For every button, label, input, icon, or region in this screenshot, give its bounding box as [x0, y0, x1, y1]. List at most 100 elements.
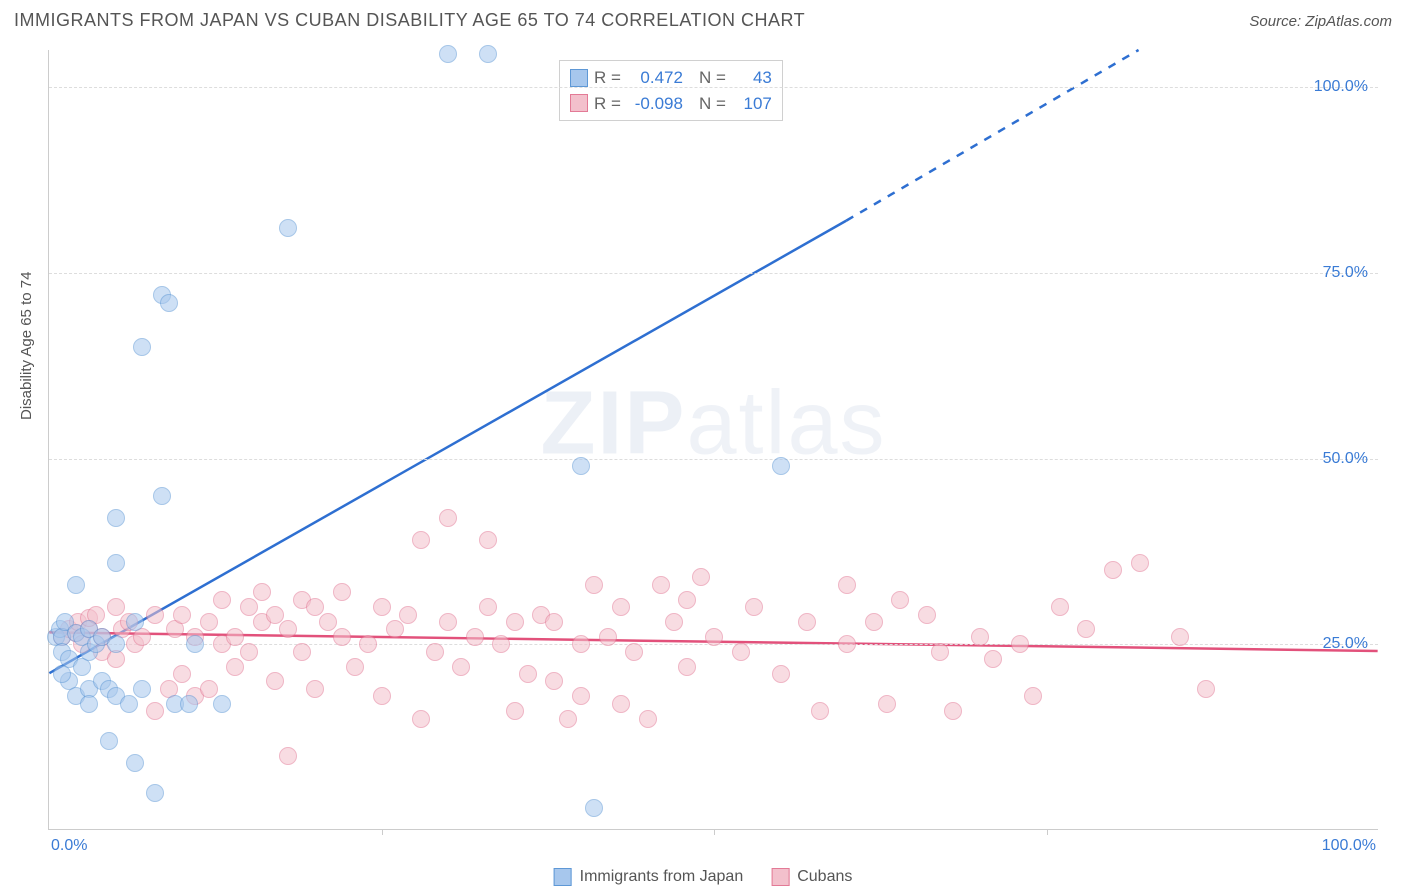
scatter-point	[971, 628, 989, 646]
scatter-point	[984, 650, 1002, 668]
y-tick-label: 50.0%	[1323, 450, 1368, 468]
scatter-point	[100, 732, 118, 750]
scatter-point	[506, 613, 524, 631]
r-label: R =	[594, 91, 621, 117]
scatter-point	[200, 613, 218, 631]
regression-line	[846, 50, 1138, 221]
x-tick-label-left: 0.0%	[51, 837, 87, 855]
scatter-point	[426, 643, 444, 661]
scatter-point	[918, 606, 936, 624]
scatter-point	[572, 635, 590, 653]
scatter-point	[572, 687, 590, 705]
x-tick-label-right: 100.0%	[1322, 837, 1376, 855]
scatter-point	[1197, 680, 1215, 698]
scatter-point	[944, 702, 962, 720]
scatter-point	[798, 613, 816, 631]
scatter-point	[519, 665, 537, 683]
y-axis-label: Disability Age 65 to 74	[18, 272, 35, 420]
stats-legend: R = 0.472 N = 43 R = -0.098 N = 107	[559, 60, 783, 121]
scatter-point	[439, 509, 457, 527]
scatter-point	[279, 747, 297, 765]
n-label: N =	[699, 91, 726, 117]
scatter-point	[612, 695, 630, 713]
scatter-point	[452, 658, 470, 676]
scatter-point	[53, 665, 71, 683]
scatter-point	[333, 583, 351, 601]
scatter-point	[545, 672, 563, 690]
bottom-legend-item: Immigrants from Japan	[554, 868, 744, 886]
y-tick-label: 100.0%	[1314, 78, 1368, 96]
bottom-legend-item: Cubans	[771, 868, 852, 886]
scatter-point	[678, 658, 696, 676]
scatter-point	[838, 576, 856, 594]
scatter-point	[1077, 620, 1095, 638]
scatter-point	[319, 613, 337, 631]
scatter-point	[732, 643, 750, 661]
scatter-point	[811, 702, 829, 720]
scatter-point	[772, 665, 790, 683]
scatter-point	[107, 598, 125, 616]
gridline-h	[49, 459, 1378, 460]
scatter-point	[1051, 598, 1069, 616]
scatter-point	[479, 598, 497, 616]
legend-swatch	[771, 868, 789, 886]
scatter-point	[865, 613, 883, 631]
scatter-point	[585, 799, 603, 817]
scatter-point	[120, 695, 138, 713]
scatter-point	[506, 702, 524, 720]
scatter-point	[412, 531, 430, 549]
scatter-point	[333, 628, 351, 646]
legend-swatch	[554, 868, 572, 886]
scatter-point	[585, 576, 603, 594]
legend-label: Cubans	[797, 868, 852, 886]
scatter-point	[1131, 554, 1149, 572]
scatter-point	[399, 606, 417, 624]
scatter-point	[705, 628, 723, 646]
scatter-point	[306, 680, 324, 698]
scatter-point	[678, 591, 696, 609]
scatter-point	[107, 635, 125, 653]
watermark: ZIPatlas	[540, 372, 886, 475]
scatter-point	[226, 658, 244, 676]
scatter-point	[240, 598, 258, 616]
scatter-point	[559, 710, 577, 728]
scatter-point	[226, 628, 244, 646]
scatter-point	[545, 613, 563, 631]
scatter-point	[173, 665, 191, 683]
scatter-point	[373, 598, 391, 616]
scatter-point	[572, 457, 590, 475]
scatter-point	[200, 680, 218, 698]
scatter-point	[599, 628, 617, 646]
scatter-point	[306, 598, 324, 616]
scatter-point	[652, 576, 670, 594]
scatter-point	[266, 672, 284, 690]
scatter-point	[838, 635, 856, 653]
scatter-point	[692, 568, 710, 586]
scatter-point	[479, 45, 497, 63]
scatter-point	[213, 695, 231, 713]
n-value: 107	[732, 91, 772, 117]
y-tick-label: 75.0%	[1323, 264, 1368, 282]
scatter-point	[386, 620, 404, 638]
scatter-point	[665, 613, 683, 631]
scatter-point	[146, 784, 164, 802]
scatter-point	[266, 606, 284, 624]
chart-plot-area: ZIPatlas R = 0.472 N = 43 R = -0.098 N =…	[48, 50, 1378, 830]
scatter-point	[126, 613, 144, 631]
regression-lines-layer	[49, 50, 1378, 829]
scatter-point	[479, 531, 497, 549]
bottom-legend: Immigrants from Japan Cubans	[554, 868, 853, 886]
scatter-point	[625, 643, 643, 661]
scatter-point	[126, 754, 144, 772]
scatter-point	[359, 635, 377, 653]
scatter-point	[373, 687, 391, 705]
scatter-point	[466, 628, 484, 646]
scatter-point	[612, 598, 630, 616]
gridline-h	[49, 87, 1378, 88]
legend-label: Immigrants from Japan	[580, 868, 744, 886]
r-value: -0.098	[627, 91, 683, 117]
y-tick-label: 25.0%	[1323, 635, 1368, 653]
scatter-point	[107, 554, 125, 572]
scatter-point	[186, 635, 204, 653]
scatter-point	[439, 45, 457, 63]
